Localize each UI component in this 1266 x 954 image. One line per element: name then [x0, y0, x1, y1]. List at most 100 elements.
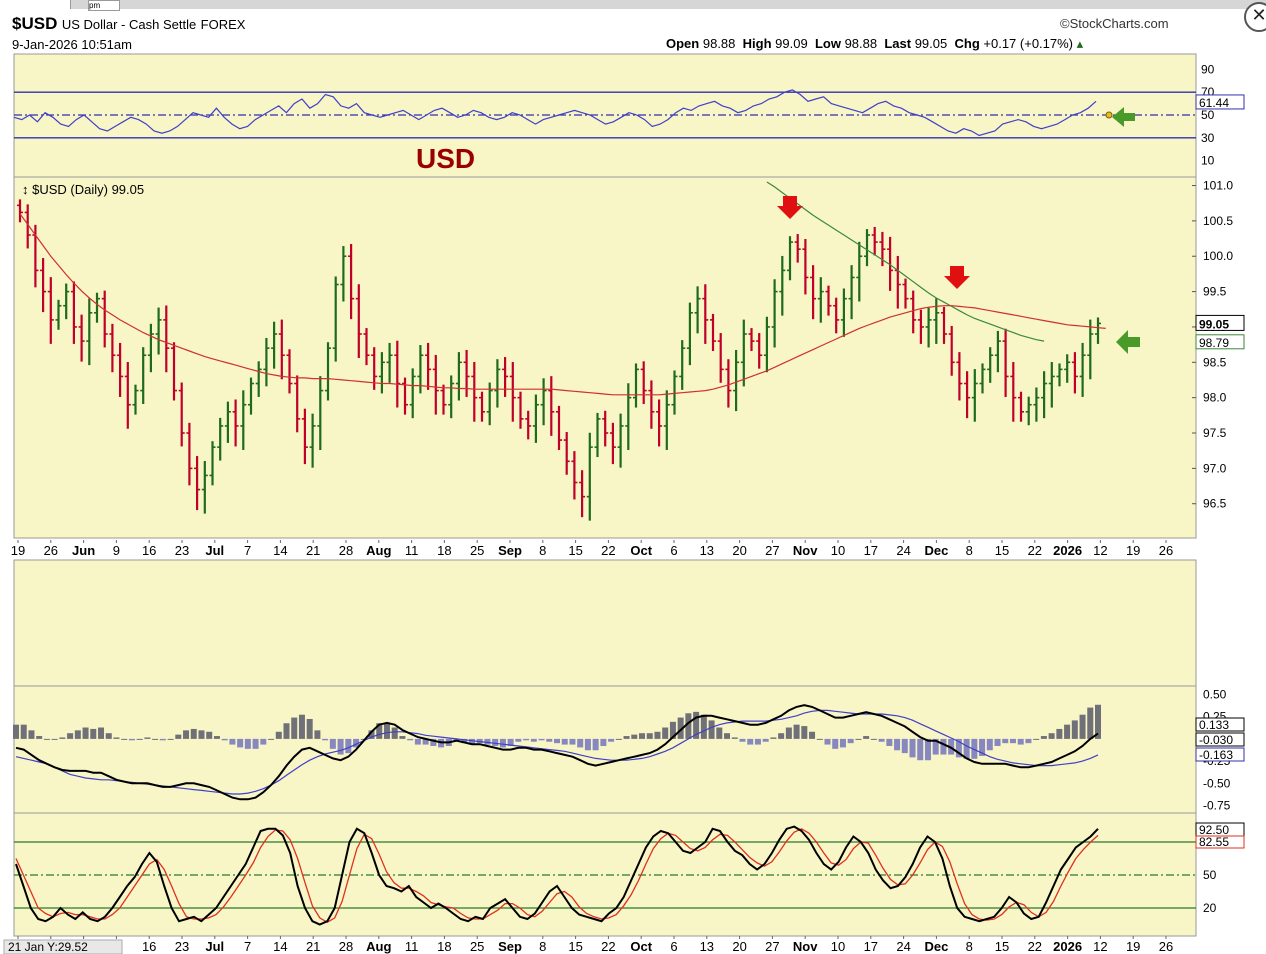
chg-label: Chg [954, 36, 980, 51]
x-tick-label: Jul [205, 939, 224, 954]
price-tick-label: 98.0 [1203, 391, 1227, 405]
exchange: FOREX [200, 17, 246, 32]
macd-histogram-bar [1095, 704, 1101, 739]
low-label: Low [814, 36, 841, 51]
x-tick-label: 23 [175, 543, 189, 558]
macd-histogram-bar [608, 738, 615, 742]
brand: ©StockCharts.com [1060, 16, 1169, 31]
macd-histogram-bar [685, 713, 692, 739]
x-tick-label: 27 [765, 939, 779, 954]
macd-histogram-bar [909, 738, 916, 758]
macd-histogram-bar [183, 730, 190, 739]
macd-histogram-bar [1025, 738, 1032, 744]
browser-tab-pm[interactable]: pm [88, 0, 120, 11]
macd-histogram-bar [376, 723, 383, 739]
macd-value-label: 0.133 [1199, 718, 1229, 732]
gap-panel [13, 559, 1197, 687]
up-triangle-icon: ▴ [1076, 36, 1084, 51]
high-value: 99.09 [775, 36, 808, 51]
macd-histogram-bar [1033, 738, 1040, 740]
macd-histogram-bar [932, 738, 939, 755]
price-tick-label: 98.5 [1203, 355, 1227, 369]
macd-histogram-bar [98, 727, 105, 739]
macd-histogram-bar [314, 730, 321, 739]
x-tick-label: 15 [568, 543, 582, 558]
x-tick-label: 12 [1093, 939, 1107, 954]
macd-histogram-bar [391, 727, 398, 739]
macd-histogram-bar [499, 738, 506, 748]
x-tick-label: Oct [630, 939, 652, 954]
macd-histogram-bar [422, 738, 429, 745]
macd-histogram-bar [693, 711, 700, 739]
macd-histogram-bar [152, 738, 159, 740]
macd-histogram-bar [530, 738, 537, 742]
macd-histogram-bar [785, 727, 792, 739]
price-panel [13, 176, 1197, 539]
stochastic-tick-label: 50 [1203, 868, 1217, 882]
macd-histogram-bar [770, 737, 777, 739]
brand-name: StockCharts.com [1069, 16, 1169, 31]
macd-histogram-bar [1056, 728, 1063, 739]
ohlc-summary: Open 98.88 High 99.09 Low 98.88 Last 99.… [666, 36, 1083, 52]
rsi-value-box [1195, 94, 1245, 110]
macd-histogram-bar [762, 738, 769, 742]
x-tick-label: 15 [995, 939, 1009, 954]
macd-histogram-bar [198, 730, 205, 739]
macd-histogram-bar [484, 738, 491, 745]
symbol: $USD [12, 14, 58, 33]
macd-histogram-bar [924, 738, 931, 761]
copyright-icon: © [1060, 16, 1070, 31]
macd-histogram-bar [67, 733, 74, 739]
macd-histogram-bar [986, 738, 993, 751]
x-tick-label: 28 [339, 543, 353, 558]
macd-histogram-bar [345, 738, 352, 754]
macd-histogram-bar [708, 720, 715, 739]
macd-histogram-bar [662, 727, 669, 739]
x-tick-label: Sep [498, 543, 522, 558]
x-tick-label: 8 [539, 939, 546, 954]
x-tick-label: 17 [864, 939, 878, 954]
macd-value-label: -0.163 [1199, 748, 1233, 762]
x-tick-label: 19 [11, 543, 25, 558]
macd-histogram-bar [716, 727, 723, 739]
macd-histogram-bar [28, 730, 35, 739]
x-tick-label: Jul [205, 543, 224, 558]
macd-histogram-bar [870, 738, 877, 740]
macd-histogram-bar [190, 728, 197, 739]
macd-histogram-bar [569, 738, 576, 745]
macd-histogram-bar [136, 738, 143, 740]
macd-histogram-bar [90, 728, 97, 739]
x-tick-label: 2026 [1053, 939, 1082, 954]
x-tick-label: 10 [831, 939, 845, 954]
macd-histogram-bar [584, 738, 591, 751]
moving-average-short [766, 181, 1045, 342]
macd-histogram-bar [51, 738, 58, 740]
x-tick-label: Nov [793, 939, 818, 954]
stochastic-k-line [15, 825, 1099, 926]
macd-histogram-bar [855, 738, 862, 740]
last-price-box [1195, 314, 1245, 331]
macd-histogram-bar [631, 734, 638, 739]
macd-histogram-bar [917, 738, 924, 761]
price-tick-label: 97.0 [1203, 461, 1227, 475]
macd-histogram-bar [492, 738, 499, 746]
macd-histogram-bar [546, 738, 553, 742]
close-icon[interactable]: ✕ [1244, 2, 1266, 32]
macd-histogram-bar [383, 723, 390, 739]
x-tick-label: 26 [44, 543, 58, 558]
x-tick-label: 21 [306, 543, 320, 558]
browser-tab[interactable] [0, 0, 71, 9]
macd-histogram-bar [121, 738, 128, 740]
macd-histogram-bar [82, 727, 89, 739]
last-price-label: 99.05 [1199, 317, 1229, 331]
macd-histogram-bar [1002, 738, 1009, 744]
macd-histogram-bar [677, 717, 684, 739]
price-tick-label: 97.5 [1203, 426, 1227, 440]
macd-histogram-bar [801, 726, 808, 739]
macd-value-box [1195, 732, 1245, 747]
macd-histogram-bar [894, 738, 901, 751]
cursor-readout-label: 21 Jan Y:29.52 [8, 940, 88, 954]
macd-histogram-bar [778, 733, 785, 739]
macd-histogram-bar [615, 738, 622, 740]
rsi-tick-label: 50 [1201, 108, 1215, 122]
